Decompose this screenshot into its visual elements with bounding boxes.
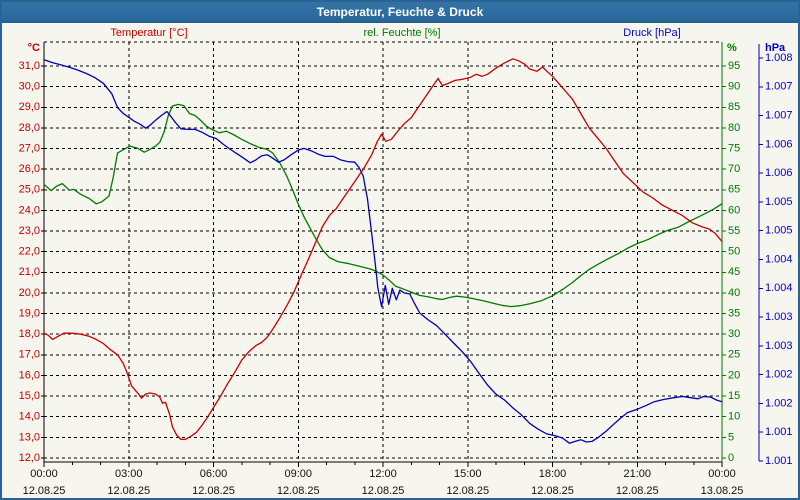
svg-text:15,0: 15,0 xyxy=(19,390,40,402)
svg-text:1.001: 1.001 xyxy=(765,426,793,438)
svg-text:13.08.25: 13.08.25 xyxy=(701,485,744,497)
svg-text:1.007: 1.007 xyxy=(765,81,793,93)
svg-text:1.006: 1.006 xyxy=(765,167,793,179)
svg-text:31,0: 31,0 xyxy=(19,60,40,72)
svg-text:12.08.25: 12.08.25 xyxy=(192,485,235,497)
svg-text:28,0: 28,0 xyxy=(19,122,40,134)
svg-text:50: 50 xyxy=(728,246,740,258)
svg-text:25: 25 xyxy=(728,349,740,361)
svg-text:18:00: 18:00 xyxy=(539,468,567,480)
temperature-axis: °C 31,0 30,0 29,0 28,0 27,0 26,0 25,0 24,0 23,0 22… xyxy=(19,42,44,464)
svg-text:12.08.25: 12.08.25 xyxy=(616,485,659,497)
svg-text:23,0: 23,0 xyxy=(19,225,40,237)
svg-text:16,0: 16,0 xyxy=(19,369,40,381)
svg-text:12.08.25: 12.08.25 xyxy=(531,485,574,497)
svg-text:03:00: 03:00 xyxy=(115,468,143,480)
svg-text:1.001: 1.001 xyxy=(765,455,793,467)
svg-text:65: 65 xyxy=(728,184,740,196)
svg-text:20,0: 20,0 xyxy=(19,287,40,299)
pressure-header: Druck [hPa] xyxy=(623,27,681,39)
svg-text:12,0: 12,0 xyxy=(19,452,40,464)
grid-lines xyxy=(44,41,722,462)
svg-text:60: 60 xyxy=(728,204,740,216)
svg-text:25,0: 25,0 xyxy=(19,184,40,196)
svg-text:1.002: 1.002 xyxy=(765,369,793,381)
svg-text:1.005: 1.005 xyxy=(765,225,793,237)
svg-text:00:00: 00:00 xyxy=(30,468,58,480)
svg-text:90: 90 xyxy=(728,81,740,93)
svg-text:30,0: 30,0 xyxy=(19,81,40,93)
svg-text:1.008: 1.008 xyxy=(765,52,793,64)
svg-text:12:00: 12:00 xyxy=(369,468,397,480)
humidity-series xyxy=(43,103,723,308)
temperature-header: Temperatur [°C] xyxy=(110,27,188,39)
svg-text:15: 15 xyxy=(728,390,740,402)
svg-text:°C: °C xyxy=(28,42,40,54)
svg-text:1.006: 1.006 xyxy=(765,138,793,150)
svg-text:35: 35 xyxy=(728,307,740,319)
svg-text:55: 55 xyxy=(728,225,740,237)
svg-text:26,0: 26,0 xyxy=(19,163,40,175)
svg-text:29,0: 29,0 xyxy=(19,101,40,113)
svg-text:70: 70 xyxy=(728,163,740,175)
humidity-header: rel. Feuchte [%] xyxy=(363,27,441,39)
temperature-series xyxy=(43,58,723,441)
svg-text:27,0: 27,0 xyxy=(19,142,40,154)
svg-text:75: 75 xyxy=(728,142,740,154)
svg-text:00:00: 00:00 xyxy=(708,468,736,480)
svg-text:95: 95 xyxy=(728,60,740,72)
svg-text:21:00: 21:00 xyxy=(623,468,651,480)
svg-text:1.003: 1.003 xyxy=(765,311,793,323)
svg-text:18,0: 18,0 xyxy=(19,328,40,340)
svg-text:15:00: 15:00 xyxy=(454,468,482,480)
svg-text:%: % xyxy=(727,42,737,54)
svg-text:24,0: 24,0 xyxy=(19,204,40,216)
svg-text:80: 80 xyxy=(728,122,740,134)
svg-text:1.004: 1.004 xyxy=(765,253,793,265)
svg-text:1.002: 1.002 xyxy=(765,397,793,409)
svg-text:10: 10 xyxy=(728,411,740,423)
svg-text:20: 20 xyxy=(728,369,740,381)
svg-text:0: 0 xyxy=(728,452,734,464)
svg-text:40: 40 xyxy=(728,287,740,299)
svg-text:1.003: 1.003 xyxy=(765,340,793,352)
svg-text:5: 5 xyxy=(728,431,734,443)
svg-text:19,0: 19,0 xyxy=(19,307,40,319)
svg-text:hPa: hPa xyxy=(765,42,786,54)
window-titlebar: Temperatur, Feuchte & Druck xyxy=(2,2,798,23)
svg-text:85: 85 xyxy=(728,101,740,113)
svg-text:45: 45 xyxy=(728,266,740,278)
svg-text:1.005: 1.005 xyxy=(765,196,793,208)
time-axis: 00:00 12.08.25 03:00 12.08.25 06:00 12.08.25 0… xyxy=(23,462,744,497)
svg-text:30: 30 xyxy=(728,328,740,340)
svg-text:1.007: 1.007 xyxy=(765,109,793,121)
svg-text:1.004: 1.004 xyxy=(765,282,793,294)
svg-text:21,0: 21,0 xyxy=(19,266,40,278)
svg-text:17,0: 17,0 xyxy=(19,349,40,361)
svg-text:12.08.25: 12.08.25 xyxy=(446,485,489,497)
svg-text:12.08.25: 12.08.25 xyxy=(23,485,66,497)
svg-text:14,0: 14,0 xyxy=(19,411,40,423)
pressure-series xyxy=(43,59,723,444)
svg-text:06:00: 06:00 xyxy=(200,468,228,480)
window-title: Temperatur, Feuchte & Druck xyxy=(316,5,484,19)
svg-text:12.08.25: 12.08.25 xyxy=(277,485,320,497)
svg-text:09:00: 09:00 xyxy=(284,468,312,480)
svg-text:22,0: 22,0 xyxy=(19,246,40,258)
svg-text:13,0: 13,0 xyxy=(19,431,40,443)
svg-text:12.08.25: 12.08.25 xyxy=(107,485,150,497)
svg-text:12.08.25: 12.08.25 xyxy=(362,485,405,497)
